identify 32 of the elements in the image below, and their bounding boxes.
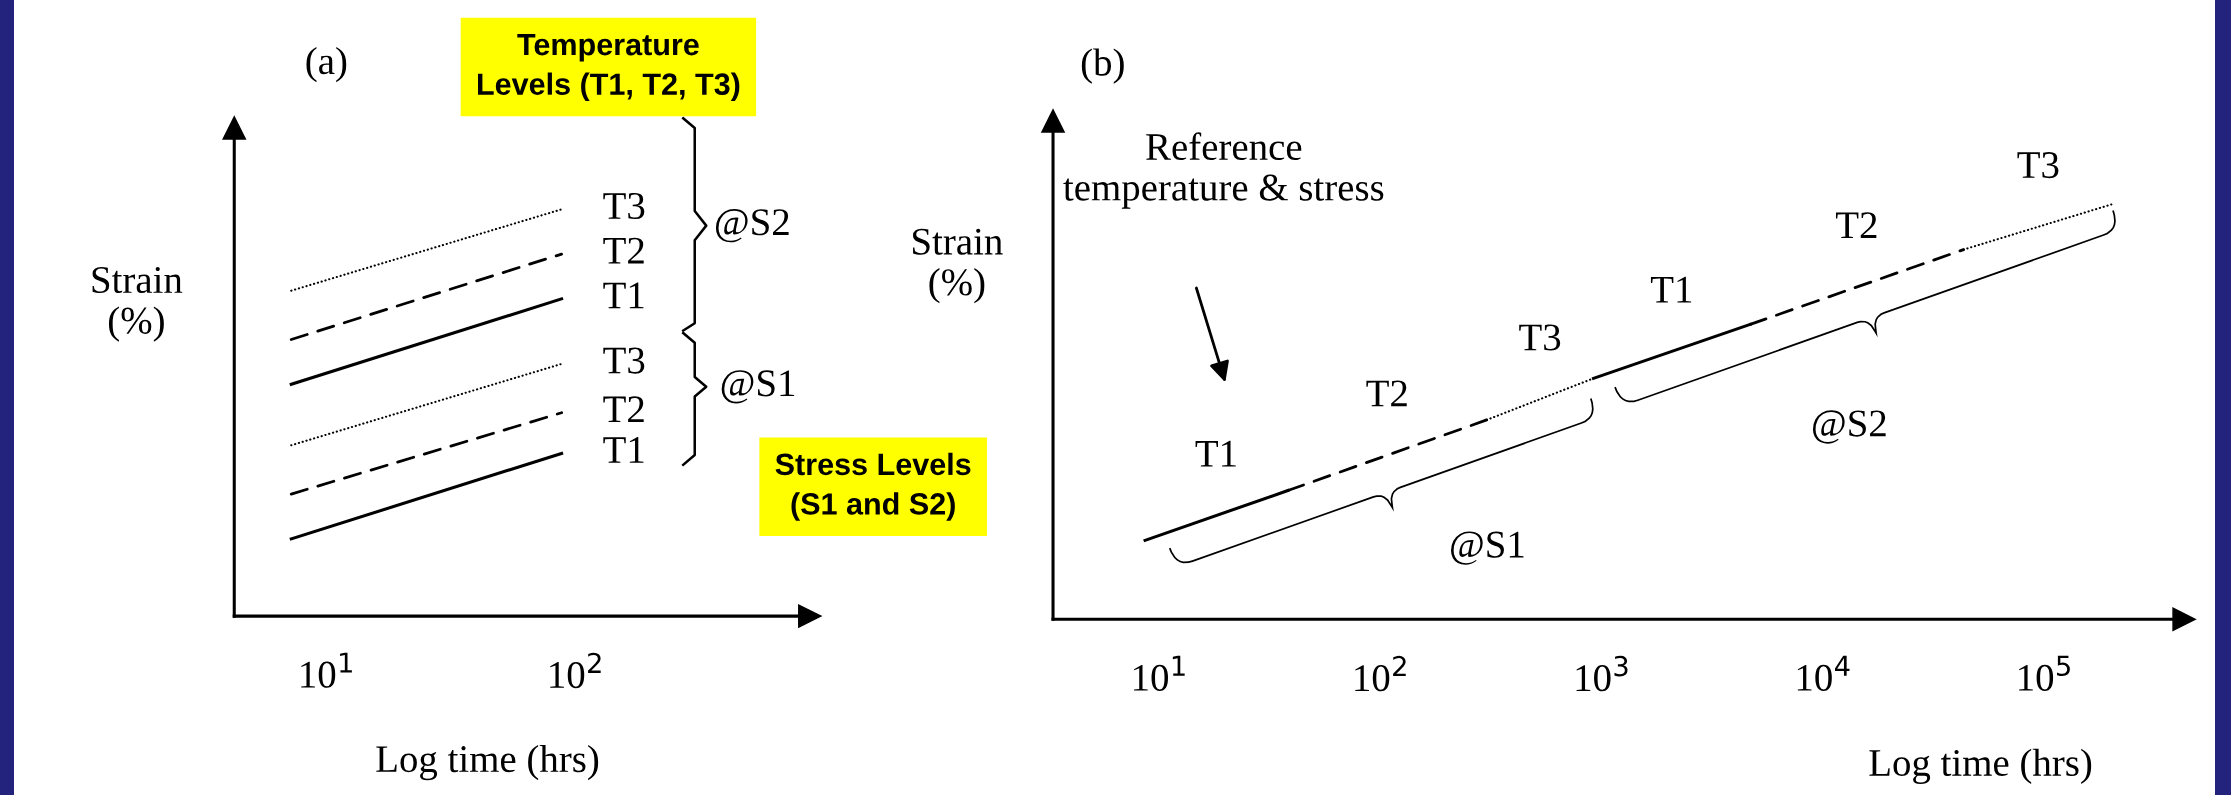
annotation: @S2 — [1812, 410, 1886, 444]
series-label: T1 — [603, 437, 644, 463]
annotation: Reference temperature & stress — [1063, 132, 1384, 209]
y-axis-title: Strain (%) — [913, 228, 1003, 304]
x-tick-label: 10$^{5}$ — [2019, 655, 2070, 691]
series-label: T1 — [1195, 440, 1236, 467]
series-label: T3 — [2017, 152, 2059, 179]
series-label: T3 — [603, 347, 645, 374]
series-label: T3 — [603, 192, 645, 220]
series-label: T3 — [1519, 324, 1561, 351]
series-label: T1 — [1650, 276, 1692, 303]
x-tick-label: 10$^{1}$ — [301, 652, 352, 688]
annotation: @S1 — [1451, 531, 1524, 565]
annotation: @S2 — [715, 209, 789, 243]
x-tick-label: 10$^{4}$ — [1797, 655, 1850, 691]
series-label: T2 — [603, 396, 644, 423]
x-tick-label: 10$^{2}$ — [550, 652, 601, 689]
x-axis-title: Log time (hrs) — [1869, 748, 2092, 785]
series-label: T2 — [1835, 212, 1877, 239]
y-axis-title: Strain (%) — [92, 266, 183, 342]
text: Temperature Levels (T1, T2, T3) — [478, 34, 740, 101]
x-axis-title: Log time (hrs) — [376, 744, 599, 781]
series-label: T2 — [603, 237, 644, 264]
annotation: Stress Levels (S1 and S2) — [775, 452, 971, 521]
x-tick-label: 10$^{1}$ — [1134, 655, 1185, 691]
x-tick-label: 10$^{2}$ — [1355, 655, 1406, 692]
chart-title: (a) — [306, 46, 347, 83]
annotation: @S1 — [721, 370, 795, 404]
x-tick-label: 10$^{3}$ — [1576, 655, 1628, 692]
chart-title: (b) — [1081, 48, 1124, 84]
series-label: T2 — [1366, 380, 1407, 407]
series-label: T1 — [603, 282, 644, 309]
